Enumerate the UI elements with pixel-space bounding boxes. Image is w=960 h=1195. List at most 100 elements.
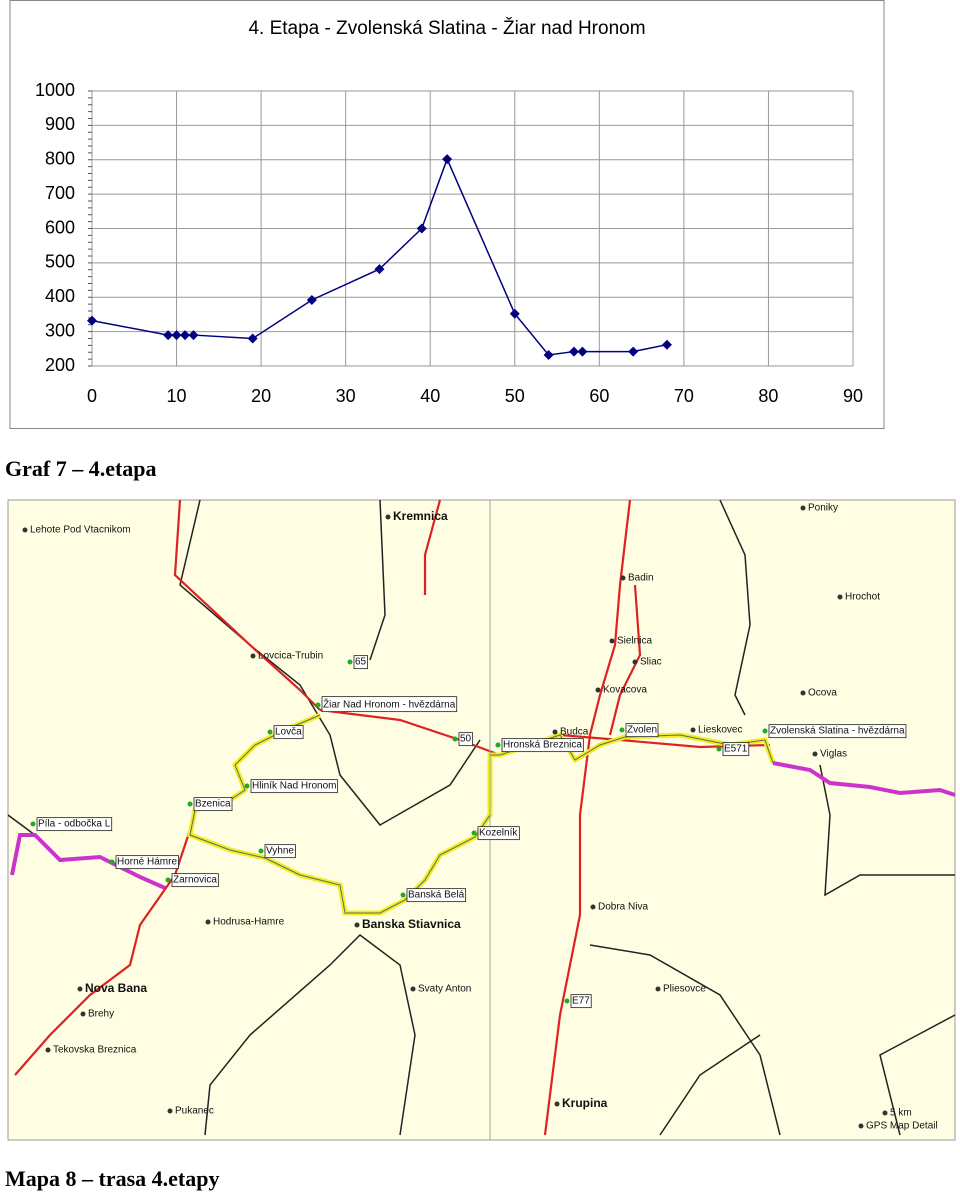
place-dot — [165, 877, 171, 883]
place-label: Badin — [628, 573, 654, 584]
place-label: 5 km — [890, 1108, 912, 1119]
place-dot — [716, 746, 722, 752]
label-box — [768, 724, 907, 739]
place-label: Viglas — [820, 749, 847, 760]
place-dot — [632, 659, 638, 665]
place-dot — [590, 904, 596, 910]
place-label: Vyhne — [266, 846, 294, 857]
place-label: Píla - odbočka L — [38, 819, 111, 830]
x-tick-label: 70 — [674, 386, 694, 406]
place-label: 50 — [460, 734, 472, 745]
chart: 4. Etapa - Zvolenská Slatina - Žiar nad … — [9, 0, 885, 429]
place-label: Dobra Niva — [598, 902, 648, 913]
y-tick-label: 400 — [45, 286, 75, 306]
place-dot — [258, 848, 264, 854]
place-dot — [554, 1101, 560, 1107]
place-dot — [452, 736, 458, 742]
x-tick-label: 20 — [251, 386, 271, 406]
marker — [188, 330, 199, 341]
place-label: Hodrusa-Hamre — [213, 917, 285, 928]
marker — [306, 295, 317, 305]
place-label: Hrochot — [845, 592, 880, 603]
label-box — [570, 994, 592, 1009]
label-box — [273, 725, 304, 740]
y-tick-label: 700 — [45, 183, 75, 203]
place-dot — [609, 638, 615, 644]
chart-title: 4. Etapa - Zvolenská Slatina - Žiar nad … — [248, 17, 645, 39]
place-dot — [205, 919, 211, 925]
marker — [628, 346, 639, 357]
label-box — [458, 732, 473, 747]
place-label: Lehote Pod Vtacnikom — [30, 525, 131, 536]
place-dot — [552, 729, 558, 735]
chart-frame — [9, 0, 885, 429]
marker — [247, 333, 258, 344]
marker — [416, 223, 427, 234]
place-dot — [30, 821, 36, 827]
label-box — [250, 779, 338, 794]
place-label: GPS Map Detail — [866, 1121, 938, 1132]
place-dot — [410, 986, 416, 992]
place-dot — [109, 859, 115, 865]
place-label: Žiar Nad Hronom - hvězdárna — [323, 698, 456, 711]
marker — [163, 330, 174, 341]
place-label: Zvolenská Slatina - hvězdárna — [770, 726, 905, 737]
y-tick-label: 500 — [45, 252, 75, 272]
place-label: Nova Bana — [85, 981, 147, 995]
place-label: Banská Belá — [408, 890, 465, 901]
place-label: Pliesovce — [663, 984, 706, 995]
place-label: Tekovska Breznica — [53, 1045, 137, 1056]
map: Lehote Pod Vtacnikom Kremnica Poniky Badin H… — [7, 499, 956, 1141]
marker — [568, 346, 579, 357]
place-dot — [812, 751, 818, 757]
place-dot — [495, 742, 501, 748]
map-background — [7, 499, 956, 1141]
marker — [577, 346, 588, 357]
x-tick-label: 80 — [758, 386, 778, 406]
place-dot — [800, 690, 806, 696]
place-dot — [250, 653, 256, 659]
place-label: Budca — [560, 727, 589, 738]
place-dot — [762, 728, 768, 734]
place-label: Zarnovica — [173, 875, 217, 886]
y-tick-label: 1000 — [35, 80, 75, 100]
place-label: Ocova — [808, 688, 837, 699]
place-label: Lovča — [275, 727, 302, 738]
place-label: Banska Stiavnica — [362, 917, 461, 931]
x-tick-label: 0 — [87, 386, 97, 406]
marker — [509, 308, 520, 319]
place-dot — [244, 783, 250, 789]
place-dot — [267, 729, 273, 735]
place-dot — [619, 727, 625, 733]
label-box — [353, 655, 368, 670]
x-tick-label: 60 — [589, 386, 609, 406]
label-box — [264, 844, 296, 859]
place-dot — [595, 687, 601, 693]
place-label: Krupina — [562, 1096, 608, 1110]
y-tick-label: 900 — [45, 114, 75, 134]
roads-minor — [7, 499, 956, 1136]
y-tick-label: 800 — [45, 149, 75, 169]
place-label: Hronská Breznica — [503, 740, 582, 751]
label-box — [171, 873, 219, 888]
place-dot — [167, 1108, 173, 1114]
place-dot — [80, 1011, 86, 1017]
label-box — [625, 723, 659, 738]
place-label: E571 — [724, 744, 748, 755]
place-dot — [837, 594, 843, 600]
place-dot — [471, 830, 477, 836]
label-box — [193, 797, 233, 812]
place-dot — [655, 986, 661, 992]
place-dot — [45, 1047, 51, 1053]
place-label: Zvolen — [627, 725, 657, 736]
place-label: Kremnica — [393, 509, 448, 523]
place-dot — [385, 514, 391, 520]
marker — [180, 330, 191, 341]
label-box — [36, 817, 113, 832]
place-label: Pukanec — [175, 1106, 214, 1117]
label-box — [722, 742, 750, 757]
place-dot — [882, 1110, 888, 1116]
caption: Mapa 8 – trasa 4.etapy — [5, 1166, 220, 1191]
label-box — [501, 738, 584, 753]
